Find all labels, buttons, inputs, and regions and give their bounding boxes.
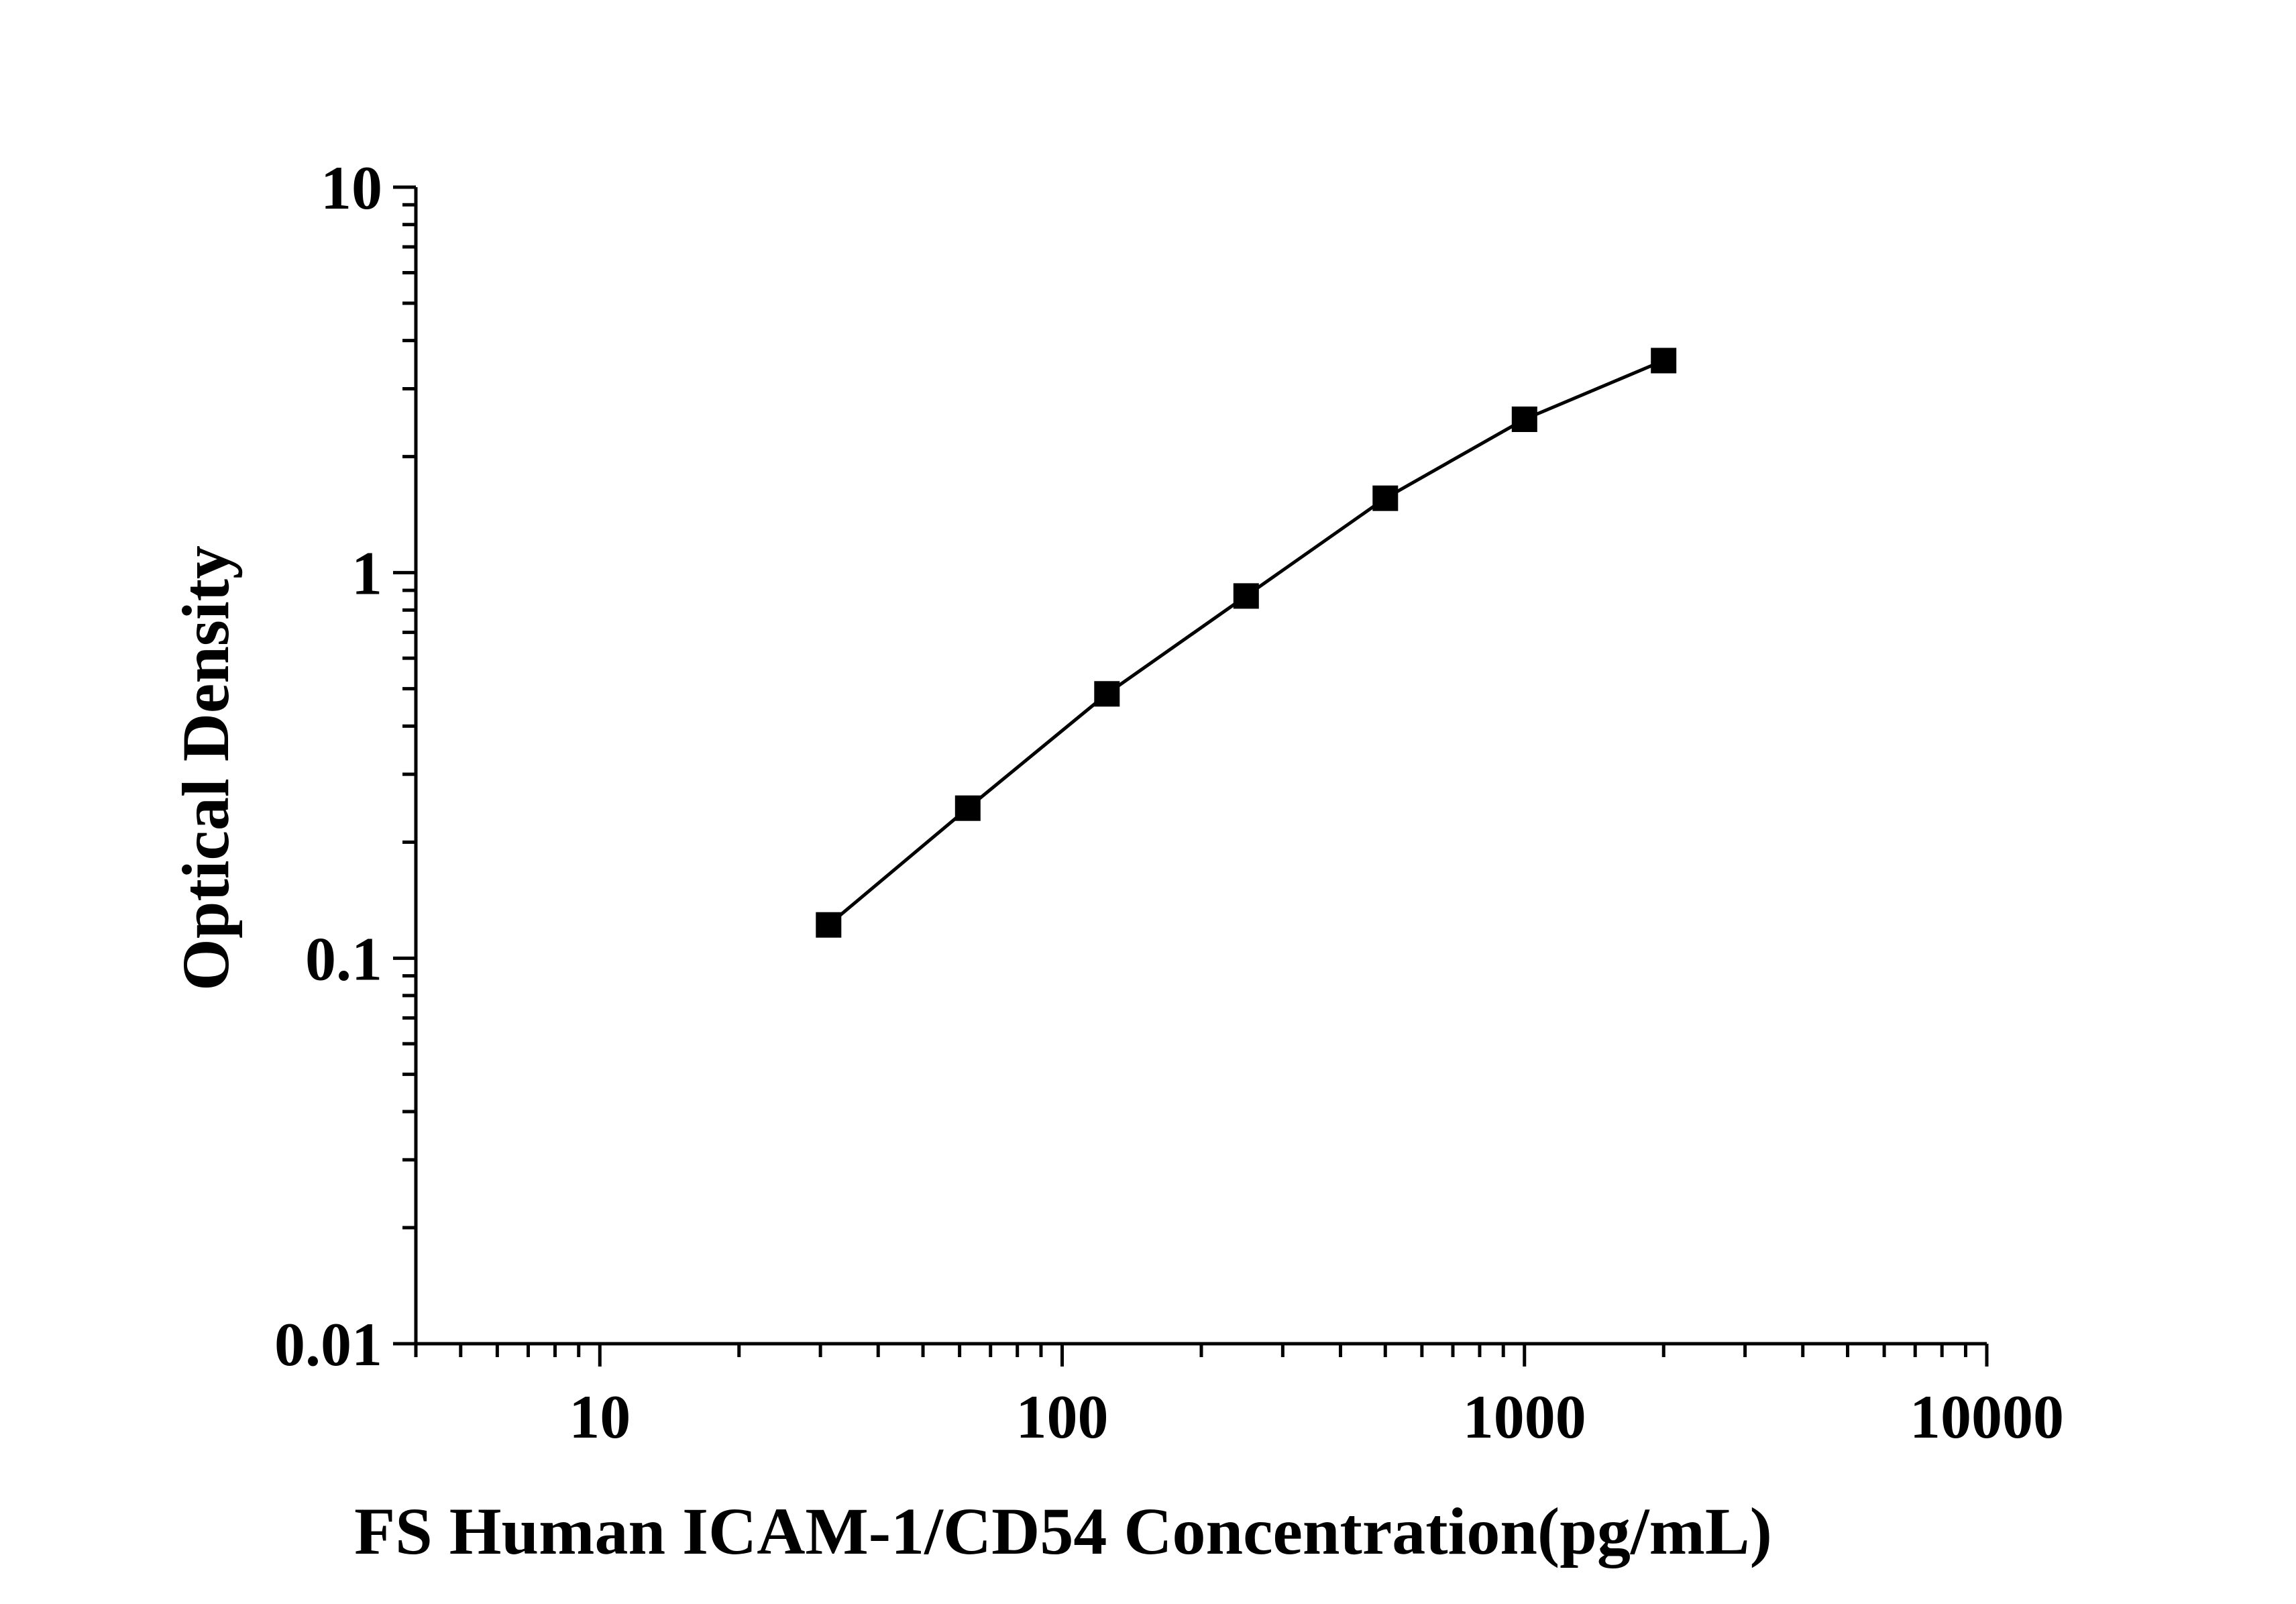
data-point-marker xyxy=(1511,407,1537,432)
series-layer xyxy=(816,347,1677,938)
y-tick-label: 0.01 xyxy=(274,1310,382,1379)
x-tick-label: 100 xyxy=(1016,1383,1109,1451)
y-tick-label: 1 xyxy=(351,539,382,608)
x-tick-label: 1000 xyxy=(1463,1383,1586,1451)
x-tick-label: 10000 xyxy=(1910,1383,2064,1451)
data-point-marker xyxy=(1233,583,1259,609)
data-point-marker xyxy=(1094,681,1120,707)
axes: 10 100 1000 10000 0.01 0.1 1 10 xyxy=(274,154,2064,1451)
data-point-marker xyxy=(1372,485,1399,511)
data-point-marker xyxy=(1651,347,1677,374)
x-tick-label: 10 xyxy=(569,1383,631,1451)
y-axis-title: Optical Density xyxy=(168,545,243,991)
data-point-marker xyxy=(816,912,842,938)
y-tick-label: 10 xyxy=(321,154,382,222)
y-tick-label: 0.1 xyxy=(305,924,382,993)
series-line xyxy=(827,359,1665,926)
data-point-marker xyxy=(954,795,981,821)
x-axis-title: FS Human ICAM-1/CD54 Concentration(pg/mL… xyxy=(354,1494,1772,1568)
